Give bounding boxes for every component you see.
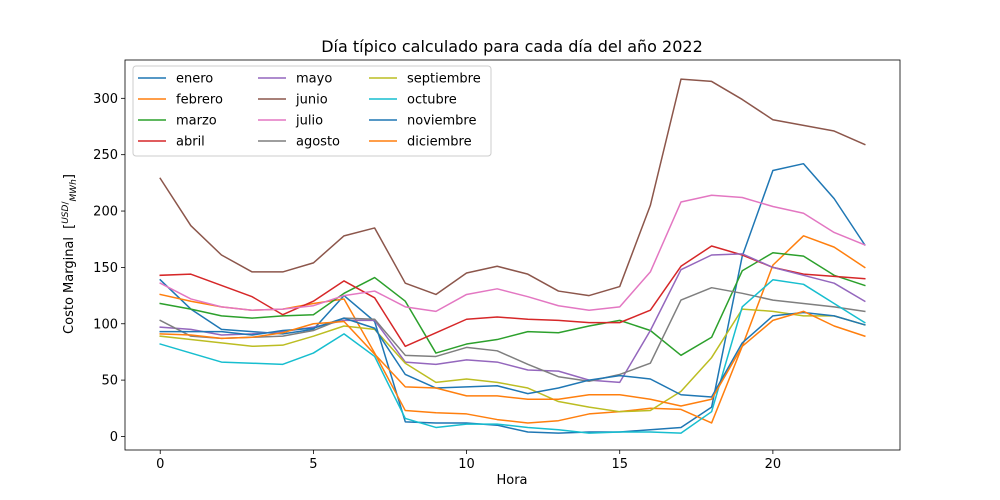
- series-line-noviembre: [159, 311, 866, 398]
- legend-label-marzo: marzo: [176, 114, 217, 129]
- y-tick-label: 250: [93, 148, 118, 163]
- legend-label-julio: julio: [295, 114, 323, 129]
- x-tick-label: 5: [309, 457, 317, 472]
- legend-box: [132, 65, 492, 157]
- y-tick-label: 100: [93, 317, 118, 332]
- legend-label-agosto: agosto: [296, 135, 340, 150]
- x-tick-label: 10: [458, 457, 475, 472]
- series-line-agosto: [159, 286, 866, 382]
- y-tick-label: 200: [93, 205, 118, 220]
- legend-label-febrero: febrero: [176, 93, 223, 108]
- y-axis-label-bracket-open: [: [62, 224, 77, 229]
- legend-label-septiembre: septiembre: [407, 72, 481, 87]
- x-tick-label: 0: [156, 457, 164, 472]
- y-axis-label-main: Costo Marginal [USD/MWh]: [61, 174, 79, 334]
- legend-label-diciembre: diciembre: [407, 135, 472, 150]
- y-axis-label: Costo Marginal [USD/MWh]: [61, 174, 79, 334]
- series-line-diciembre: [159, 310, 866, 407]
- series-line-abril: [159, 245, 866, 348]
- y-axis-label-bracket-close: ]: [62, 174, 77, 179]
- x-tick-label: 15: [611, 457, 628, 472]
- legend-label-noviembre: noviembre: [407, 114, 476, 129]
- legend-label-octubre: octubre: [407, 93, 457, 108]
- series-line-septiembre: [159, 308, 866, 413]
- legend-label-mayo: mayo: [296, 72, 332, 87]
- legend-label-abril: abril: [176, 135, 205, 150]
- series-line-octubre: [159, 279, 866, 434]
- legend-label-enero: enero: [176, 72, 213, 87]
- plot-frame: [124, 59, 901, 451]
- y-axis-label-unit-num: USD: [61, 204, 71, 223]
- y-tick-label: 0: [110, 430, 118, 445]
- series-line-julio: [159, 194, 866, 313]
- series-line-marzo: [159, 252, 866, 357]
- chart-title: Día típico calculado para cada día del a…: [321, 37, 703, 56]
- legend: enero febrero marzo abril mayo junio julio agos…: [132, 65, 492, 157]
- x-axis-label: Hora: [496, 473, 527, 488]
- y-tick-label: 150: [93, 261, 118, 276]
- y-tick-label: 50: [101, 374, 118, 389]
- y-axis-label-slash: /: [61, 201, 71, 205]
- y-tick-label: 300: [93, 92, 118, 107]
- y-axis-label-unit-den: MWh: [69, 179, 79, 202]
- legend-label-junio: junio: [295, 93, 328, 108]
- x-tick-label: 20: [765, 457, 782, 472]
- series-line-junio: [159, 78, 866, 297]
- y-axis-label-text: Costo Marginal: [62, 237, 77, 334]
